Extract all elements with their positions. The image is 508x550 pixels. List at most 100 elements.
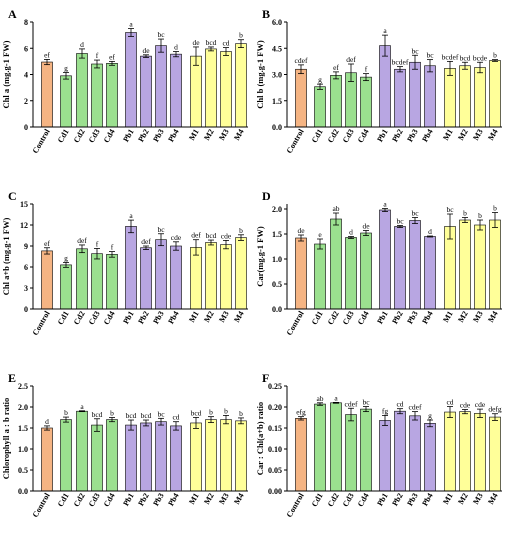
bar-m2	[205, 419, 217, 492]
bar-cd2	[330, 218, 342, 310]
significance-letter: cd	[396, 400, 403, 409]
bar-cd2	[330, 75, 342, 128]
bar-m4	[235, 237, 247, 310]
y-tick-label: 3	[24, 284, 28, 293]
bar-m4	[489, 416, 501, 492]
significance-letter: de	[142, 46, 150, 55]
panel-label: F	[262, 371, 269, 385]
bar-pb1	[125, 226, 137, 310]
panel-f: FefgControlabCd1aCd2cdefCd3bcCd4fgPb1cdP…	[255, 371, 502, 519]
bar-control	[41, 427, 53, 492]
bar-m3	[474, 224, 486, 310]
y-tick-label: 9	[24, 242, 28, 251]
bar-pb2	[140, 55, 152, 128]
significance-letter: b	[239, 31, 243, 40]
significance-letter: ab	[316, 394, 323, 403]
significance-letter: g	[318, 75, 322, 84]
significance-letter: cd	[222, 39, 229, 48]
significance-letter: a	[129, 20, 133, 29]
bar-m2	[459, 65, 471, 128]
bar-pb2	[394, 410, 406, 492]
bar-pb1	[125, 424, 137, 492]
bar-pb3	[155, 239, 167, 310]
significance-letter: bcde	[473, 53, 488, 62]
bar-pb3	[409, 415, 421, 492]
significance-letter: f	[111, 243, 114, 252]
significance-letter: bc	[411, 209, 419, 218]
significance-letter: bcd	[206, 38, 217, 47]
significance-letter: b	[64, 408, 68, 417]
significance-letter: b	[239, 409, 243, 418]
y-tick-label: 4.5	[272, 44, 282, 53]
bar-m3	[474, 67, 486, 128]
significance-letter: bc	[157, 225, 165, 234]
bar-cd2	[76, 53, 88, 128]
significance-letter: de	[297, 226, 305, 235]
bar-m3	[220, 51, 232, 128]
significance-letter: d	[80, 40, 84, 49]
significance-letter: b	[493, 204, 497, 213]
significance-letter: d	[349, 228, 353, 237]
significance-letter: bcd	[191, 409, 202, 418]
y-tick-label: 1.0	[272, 255, 282, 264]
panel-label: E	[8, 371, 16, 385]
significance-letter: bcdef	[442, 52, 459, 61]
significance-letter: cd	[172, 413, 179, 422]
significance-letter: cde	[475, 400, 486, 409]
bar-m2	[459, 219, 471, 310]
bar-pb4	[424, 65, 436, 128]
significance-letter: bcd	[460, 53, 471, 62]
bar-pb2	[394, 226, 406, 310]
bar-m4	[235, 43, 247, 128]
bar-pb2	[140, 247, 152, 310]
bar-pb2	[140, 422, 152, 492]
y-tick-label: 3.0	[272, 71, 282, 80]
bar-pb1	[379, 420, 391, 492]
panel-label: D	[262, 189, 271, 203]
significance-letter: cdef	[345, 399, 358, 408]
significance-letter: def	[191, 231, 201, 240]
bar-pb3	[155, 45, 167, 128]
significance-letter: a	[334, 393, 338, 402]
bar-cd1	[60, 419, 72, 492]
bar-cd4	[106, 419, 118, 492]
bar-pb2	[394, 68, 406, 128]
significance-letter: a	[80, 402, 84, 411]
bar-m1	[190, 247, 202, 310]
bar-m1	[190, 55, 202, 128]
bar-m4	[489, 60, 501, 128]
bar-cd3	[91, 63, 103, 128]
bar-cd2	[330, 402, 342, 492]
significance-letter: cde	[171, 233, 182, 242]
bar-pb4	[170, 425, 182, 492]
y-tick-label: 0.5	[18, 466, 28, 475]
significance-letter: ef	[44, 50, 50, 59]
significance-letter: a	[129, 211, 133, 220]
y-tick-label: 6	[24, 263, 28, 272]
y-tick-label: 6	[24, 44, 28, 53]
significance-letter: ef	[109, 52, 115, 61]
y-tick-label: 2	[24, 97, 28, 106]
bar-pb3	[409, 61, 421, 128]
significance-letter: de	[192, 38, 200, 47]
bar-m1	[444, 411, 456, 492]
bar-cd2	[76, 410, 88, 492]
panel-c: CefControlgCd1defCd2fCd3fCd4aPb1defPb2bc…	[1, 189, 248, 337]
y-axis-label: Chl a (mg.g-1 FW)	[1, 40, 11, 108]
y-tick-label: 1.5	[272, 230, 282, 239]
significance-letter: g	[64, 64, 68, 73]
bar-m2	[205, 48, 217, 128]
significance-letter: bc	[396, 217, 404, 226]
significance-letter: def	[346, 55, 356, 64]
bar-m4	[489, 219, 501, 310]
bar-pb1	[379, 209, 391, 310]
bar-m4	[235, 420, 247, 492]
significance-letter: ab	[332, 204, 339, 213]
bar-cd2	[76, 248, 88, 310]
panel-label: B	[262, 7, 270, 21]
significance-letter: ef	[44, 239, 50, 248]
y-tick-label: 0.10	[268, 445, 282, 454]
bar-control	[41, 250, 53, 310]
significance-letter: b	[239, 226, 243, 235]
